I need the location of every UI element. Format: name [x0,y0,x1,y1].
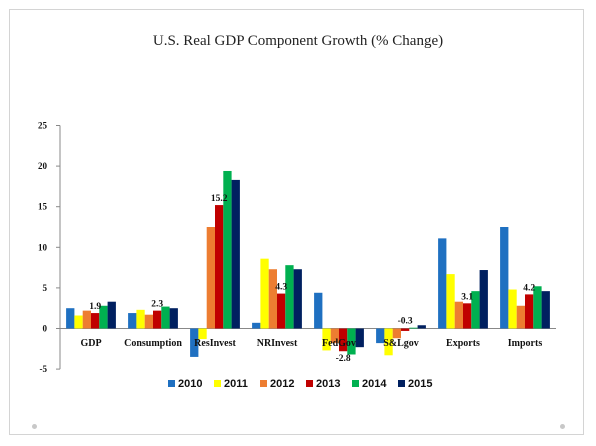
bar [479,270,488,329]
legend-label: 2015 [408,378,432,390]
bar [314,292,323,329]
legend-label: 2014 [362,378,387,390]
x-tick-label: GDP [80,338,101,349]
bar [161,306,170,329]
bar [153,310,162,329]
bar [136,309,145,329]
bar [91,313,100,329]
legend-swatch [306,380,313,387]
bar [533,286,542,329]
y-tick-label: 25 [38,121,48,131]
y-tick-label: 5 [43,283,48,293]
bar [525,294,534,329]
bar [82,310,91,329]
bar [417,325,426,329]
data-label: -0.3 [398,317,413,327]
legend-label: 2013 [316,378,340,390]
legend-swatch [398,380,405,387]
bar [293,269,302,329]
bar [252,322,261,329]
bar [169,308,178,329]
bar [277,293,286,329]
bar [508,289,517,329]
data-label: -2.8 [336,354,351,364]
slide-corner-dot-right [560,424,565,429]
x-tick-label: S&Lgov [383,338,419,349]
legend-swatch [260,380,267,387]
y-tick-label: -5 [40,364,48,374]
slide-corner-dot-left [32,424,37,429]
bar [446,274,455,329]
bar [355,328,364,348]
bar [330,328,339,344]
bar [260,258,269,329]
bar [454,301,463,329]
bar [384,328,393,356]
chart-title: U.S. Real GDP Component Growth (% Change… [152,33,444,49]
x-tick-label: ResInvest [194,338,236,349]
data-label: 2.3 [151,300,163,310]
bar [231,179,240,329]
bar [99,305,108,329]
legend-swatch [214,380,221,387]
bar [471,291,480,329]
y-tick-label: 20 [38,161,48,171]
bar [322,328,331,351]
bar [215,205,224,329]
data-label: 1.9 [89,302,101,312]
x-tick-label: Imports [508,338,543,349]
bar [268,269,277,329]
bar [285,265,294,329]
bar [409,327,418,329]
data-label: 3.1 [461,292,473,302]
x-tick-label: FedGov [322,338,356,349]
bar [144,314,153,329]
legend-label: 2011 [224,378,248,390]
bar [66,308,75,329]
y-tick-label: 15 [38,202,48,212]
bar [392,328,401,339]
bar [107,301,116,329]
data-label: 15.2 [211,194,228,204]
legend-label: 2012 [270,378,294,390]
legend-label: 2010 [178,378,202,390]
bar [500,227,509,329]
legend-swatch [168,380,175,387]
bar [401,328,410,331]
bar [541,291,550,329]
bar [339,328,348,352]
x-tick-label: Consumption [124,338,182,349]
x-tick-label: Exports [446,338,480,349]
data-label: 4.3 [275,283,287,293]
bar [347,328,356,355]
data-label: 4.2 [523,283,535,293]
y-tick-label: 0 [43,324,48,334]
bar [223,170,232,329]
bar [438,238,447,329]
bar [206,227,215,329]
bar [516,305,525,329]
bar [463,303,472,329]
bar [190,328,199,357]
bar [376,328,385,344]
bar [74,315,83,329]
y-tick-label: 10 [38,242,48,252]
slide-frame [9,9,584,435]
legend-swatch [352,380,359,387]
x-tick-label: NRInvest [257,338,298,349]
bar [198,328,207,340]
bar [128,313,137,329]
